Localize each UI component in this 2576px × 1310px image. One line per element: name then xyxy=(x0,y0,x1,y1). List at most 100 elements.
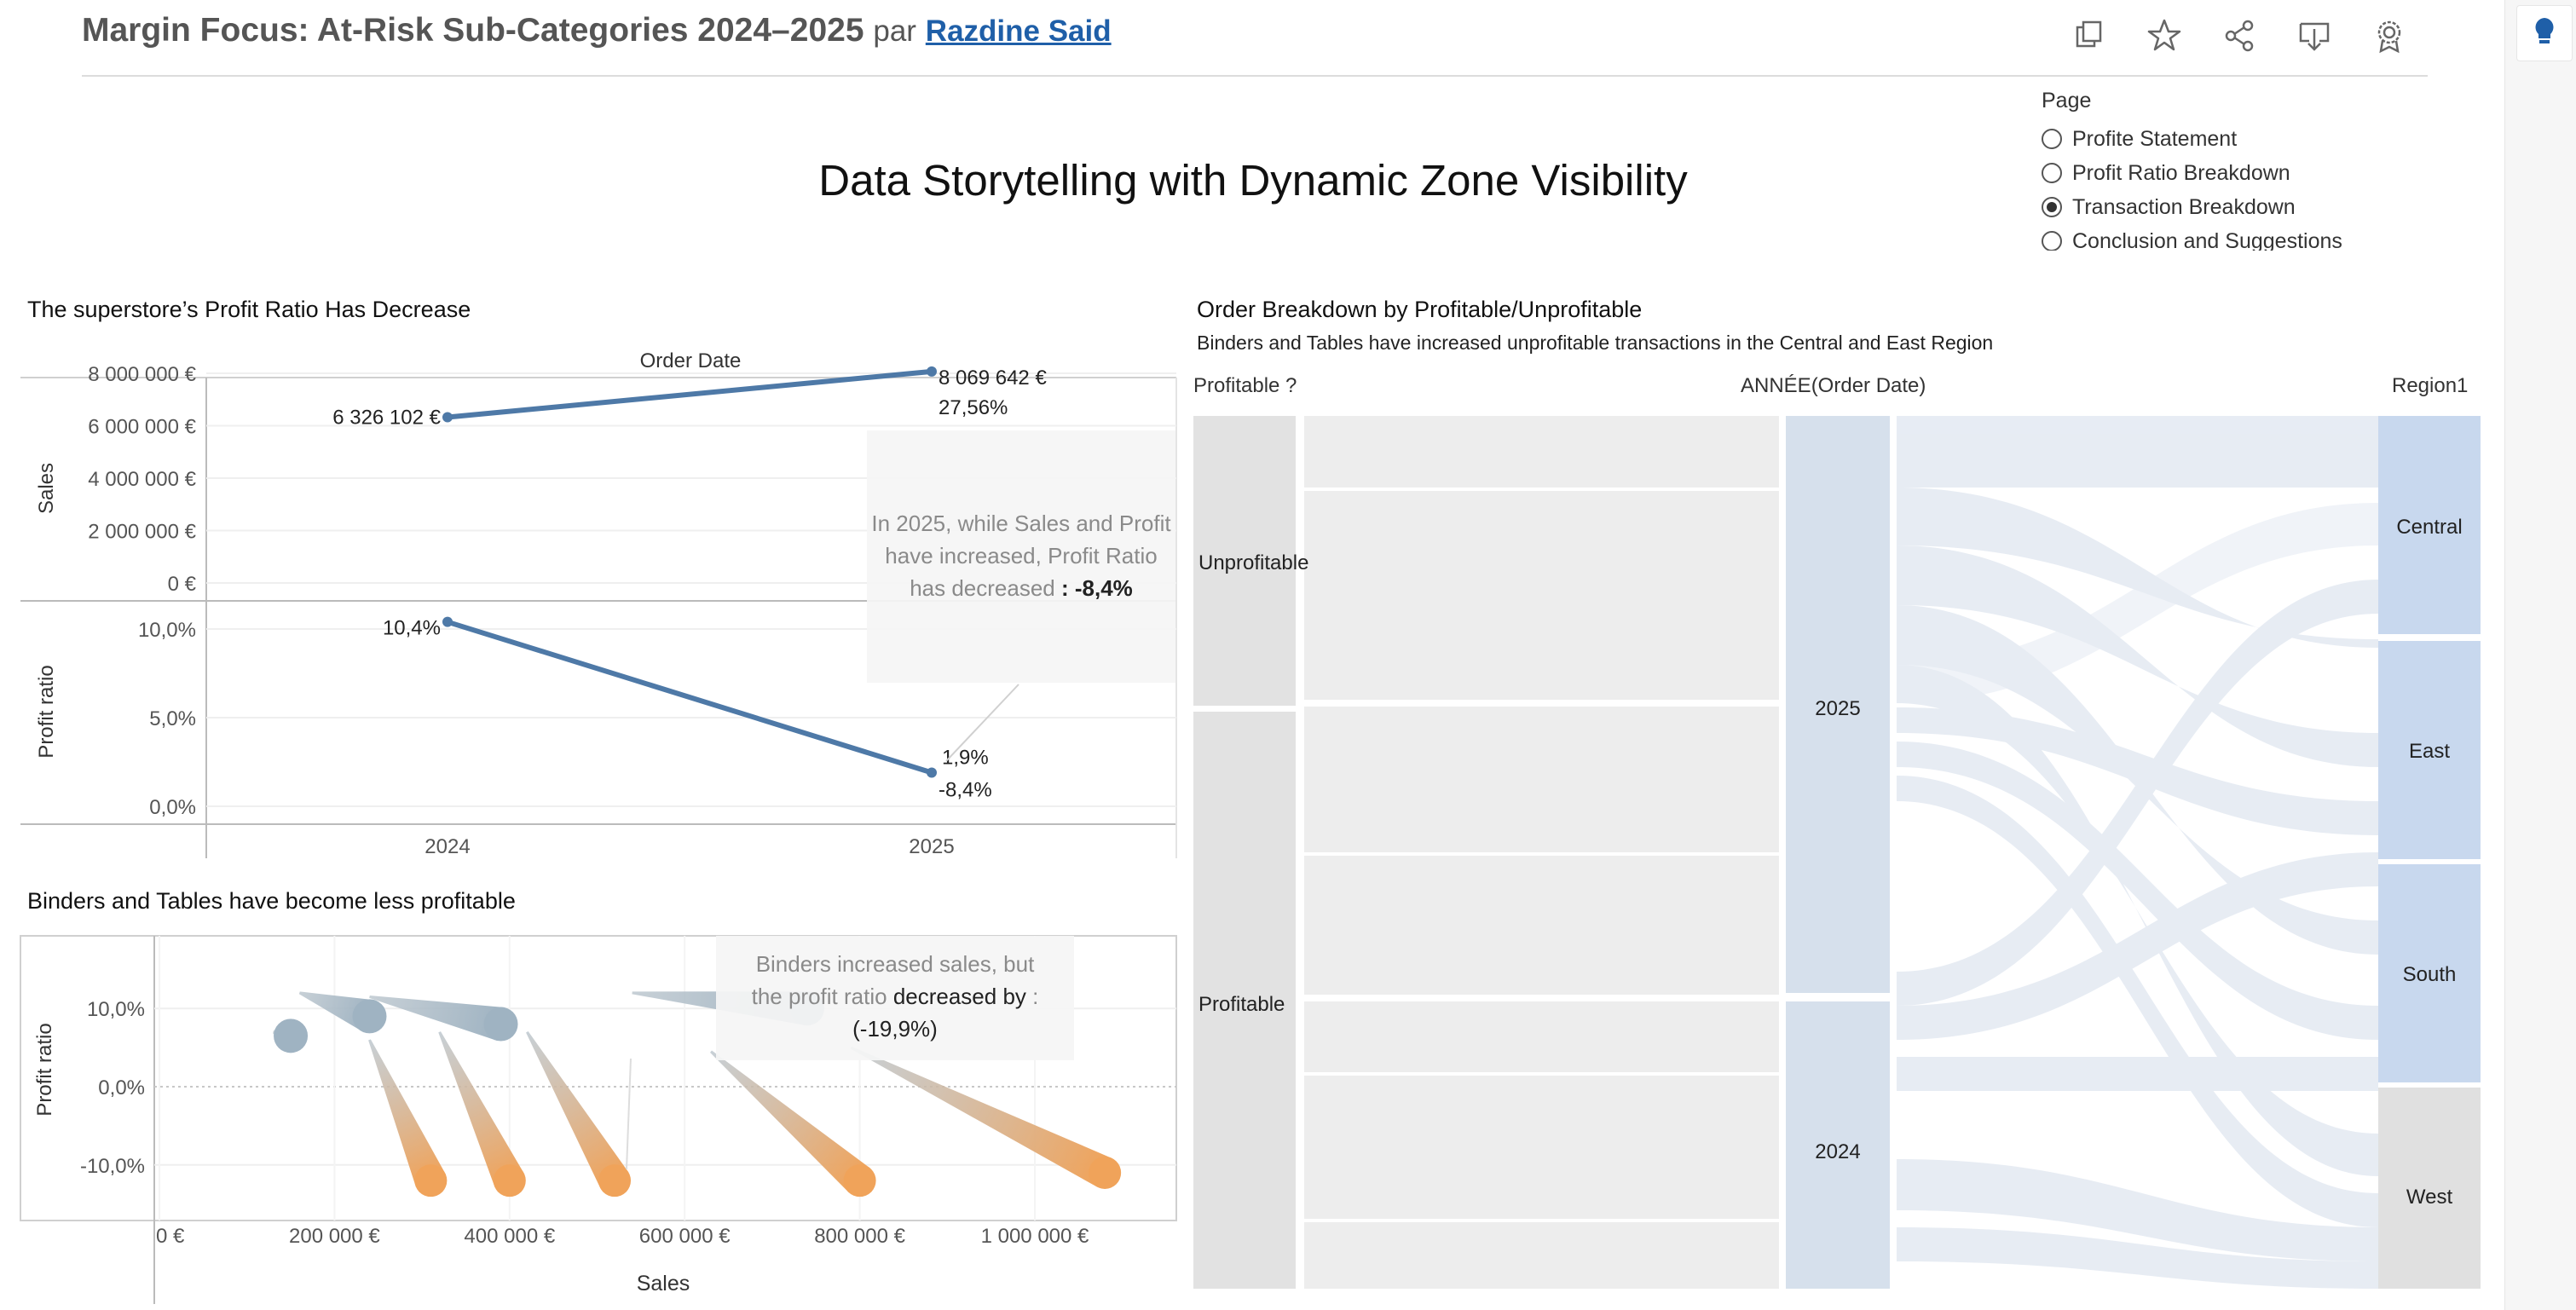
binders-callout: Binders increased sales, but the profit … xyxy=(716,936,1074,1060)
sales-2024-label: 6 326 102 € xyxy=(332,406,441,429)
node-east[interactable] xyxy=(2378,641,2481,859)
flow-gap xyxy=(1304,488,1779,491)
callout-value: : -8,4% xyxy=(1060,575,1133,601)
header-divider xyxy=(82,75,2428,77)
sales-line xyxy=(447,368,933,420)
callout-emphasis: decreased by xyxy=(892,984,1026,1009)
y-tick-label: 4 000 000 € xyxy=(88,468,196,491)
page-option-conclusion[interactable]: Conclusion and Suggestions xyxy=(2042,224,2365,251)
comet-head[interactable] xyxy=(414,1164,448,1197)
node-2025[interactable] xyxy=(1786,416,1890,993)
duplicate-icon[interactable] xyxy=(2071,17,2108,55)
side-panel xyxy=(2504,0,2576,1310)
workbook-title: Margin Focus: At-Risk Sub-Categories 202… xyxy=(82,12,864,49)
node-label: West xyxy=(2406,1186,2453,1209)
comet-head[interactable] xyxy=(352,999,387,1034)
radio-selected-icon[interactable] xyxy=(2042,197,2062,217)
option-label: Profite Statement xyxy=(2072,126,2238,151)
ratio-point[interactable] xyxy=(442,616,453,627)
node-central[interactable] xyxy=(2378,416,2481,634)
y-tick-label: 10,0% xyxy=(138,619,196,642)
node-west[interactable] xyxy=(2378,1088,2481,1289)
comet-head[interactable] xyxy=(598,1164,632,1197)
ratio-2025-change-label: -8,4% xyxy=(939,778,992,801)
share-icon[interactable] xyxy=(2221,17,2258,55)
flow-gap xyxy=(1304,852,1779,856)
comet-head[interactable] xyxy=(274,1019,309,1053)
sales-2025-change-label: 27,56% xyxy=(939,396,1008,419)
node-label: East xyxy=(2409,740,2450,763)
ratio-point[interactable] xyxy=(927,767,937,778)
sales-point[interactable] xyxy=(927,366,937,377)
node-2024[interactable] xyxy=(1786,1001,1890,1289)
comet-tail xyxy=(710,1050,871,1193)
page-parameter-label: Page xyxy=(2042,89,2092,113)
workbook-title-bar: Margin Focus: At-Risk Sub-Categories 202… xyxy=(82,12,1112,49)
plot-frame xyxy=(20,935,1177,1221)
profit-ratio-callout: In 2025, while Sales and Profit have inc… xyxy=(867,430,1175,683)
flow-gap xyxy=(1304,995,1779,1001)
suggestions-button[interactable] xyxy=(2516,5,2573,61)
comet-tail xyxy=(368,1039,446,1187)
node-label: Unprofitable xyxy=(1198,551,1308,574)
sales-axis-title: Sales xyxy=(35,463,58,514)
y-tick-label: 10,0% xyxy=(87,998,145,1021)
y-tick-label: 5,0% xyxy=(149,707,196,730)
sankey-chart: Unprofitable Profitable 2025 2024 Centra… xyxy=(1193,416,2481,1289)
dashboard-title: Data Storytelling with Dynamic Zone Visi… xyxy=(818,156,1688,205)
page-option-profite-statement[interactable]: Profite Statement xyxy=(2042,122,2365,156)
node-label: Profitable xyxy=(1198,993,1285,1016)
callout-line-1: Binders increased sales, but xyxy=(755,951,1035,977)
y-tick-labels: 8 000 000 € 6 000 000 € 4 000 000 € 2 000 0… xyxy=(88,363,196,819)
sankey-subtitle: Binders and Tables have increased unprof… xyxy=(1197,332,1994,354)
node-profitable[interactable] xyxy=(1193,712,1296,1289)
ratio-2024-label: 10,4% xyxy=(383,617,441,640)
callout-connector xyxy=(945,684,1019,762)
node-label: South xyxy=(2403,963,2457,986)
star-icon[interactable] xyxy=(2146,17,2183,55)
node-label: Central xyxy=(2396,516,2462,539)
download-icon[interactable] xyxy=(2296,17,2333,55)
radio-icon[interactable] xyxy=(2042,129,2062,149)
node-unprofitable[interactable] xyxy=(1193,416,1296,706)
badge-icon[interactable] xyxy=(2371,17,2408,55)
y-tick-label: 8 000 000 € xyxy=(88,363,196,386)
radio-icon[interactable] xyxy=(2042,163,2062,183)
sales-point[interactable] xyxy=(442,412,453,423)
x-axis-title: Sales xyxy=(637,1272,690,1296)
page-option-profit-ratio-breakdown[interactable]: Profit Ratio Breakdown xyxy=(2042,156,2365,190)
flow-gap xyxy=(1304,1072,1779,1076)
x-tick-label: 2024 xyxy=(425,835,470,858)
y-tick-label: -10,0% xyxy=(80,1155,145,1178)
comet-head[interactable] xyxy=(493,1164,526,1197)
y-axis-title: Profit ratio xyxy=(33,1023,56,1116)
x-tick-label: 600 000 € xyxy=(639,1225,731,1248)
profit-axis-title: Profit ratio xyxy=(35,665,58,758)
page-parameter-control: Page Profite Statement Profit Ratio Brea… xyxy=(2042,89,2365,251)
col-header-profitable: Profitable ? xyxy=(1193,374,1297,397)
comet-tail xyxy=(526,1030,629,1189)
callout-text: the profit ratio xyxy=(751,984,887,1009)
x-tick-label: 0 € xyxy=(156,1225,185,1248)
comet-head[interactable] xyxy=(483,1007,518,1042)
radio-icon[interactable] xyxy=(2042,231,2062,251)
profit-ratio-line xyxy=(447,619,933,776)
x-tick-label: 800 000 € xyxy=(814,1225,905,1248)
page-option-transaction-breakdown[interactable]: Transaction Breakdown xyxy=(2042,190,2365,224)
by-label: par xyxy=(873,14,916,48)
author-link[interactable]: Razdine Said xyxy=(925,14,1112,48)
y-tick-label: 0,0% xyxy=(98,1076,145,1099)
callout-line-2: the profit ratio decreased by : xyxy=(716,980,1074,1013)
column-header: Order Date xyxy=(640,349,742,372)
option-label: Conclusion and Suggestions xyxy=(2072,228,2342,251)
x-tick-labels: 0 € 200 000 € 400 000 € 600 000 € 800 000 € 1… xyxy=(156,1225,1089,1248)
line-marks xyxy=(442,366,937,778)
comet-head[interactable] xyxy=(843,1164,876,1197)
y-tick-labels: 10,0% 0,0% -10,0% xyxy=(80,998,145,1178)
comet-tail xyxy=(850,1046,1112,1188)
node-south[interactable] xyxy=(2378,864,2481,1082)
comet-head[interactable] xyxy=(1089,1156,1122,1189)
flow-gap xyxy=(1304,700,1779,707)
comet-tail xyxy=(438,1031,524,1188)
comet-chart-title: Binders and Tables have become less prof… xyxy=(27,888,516,914)
